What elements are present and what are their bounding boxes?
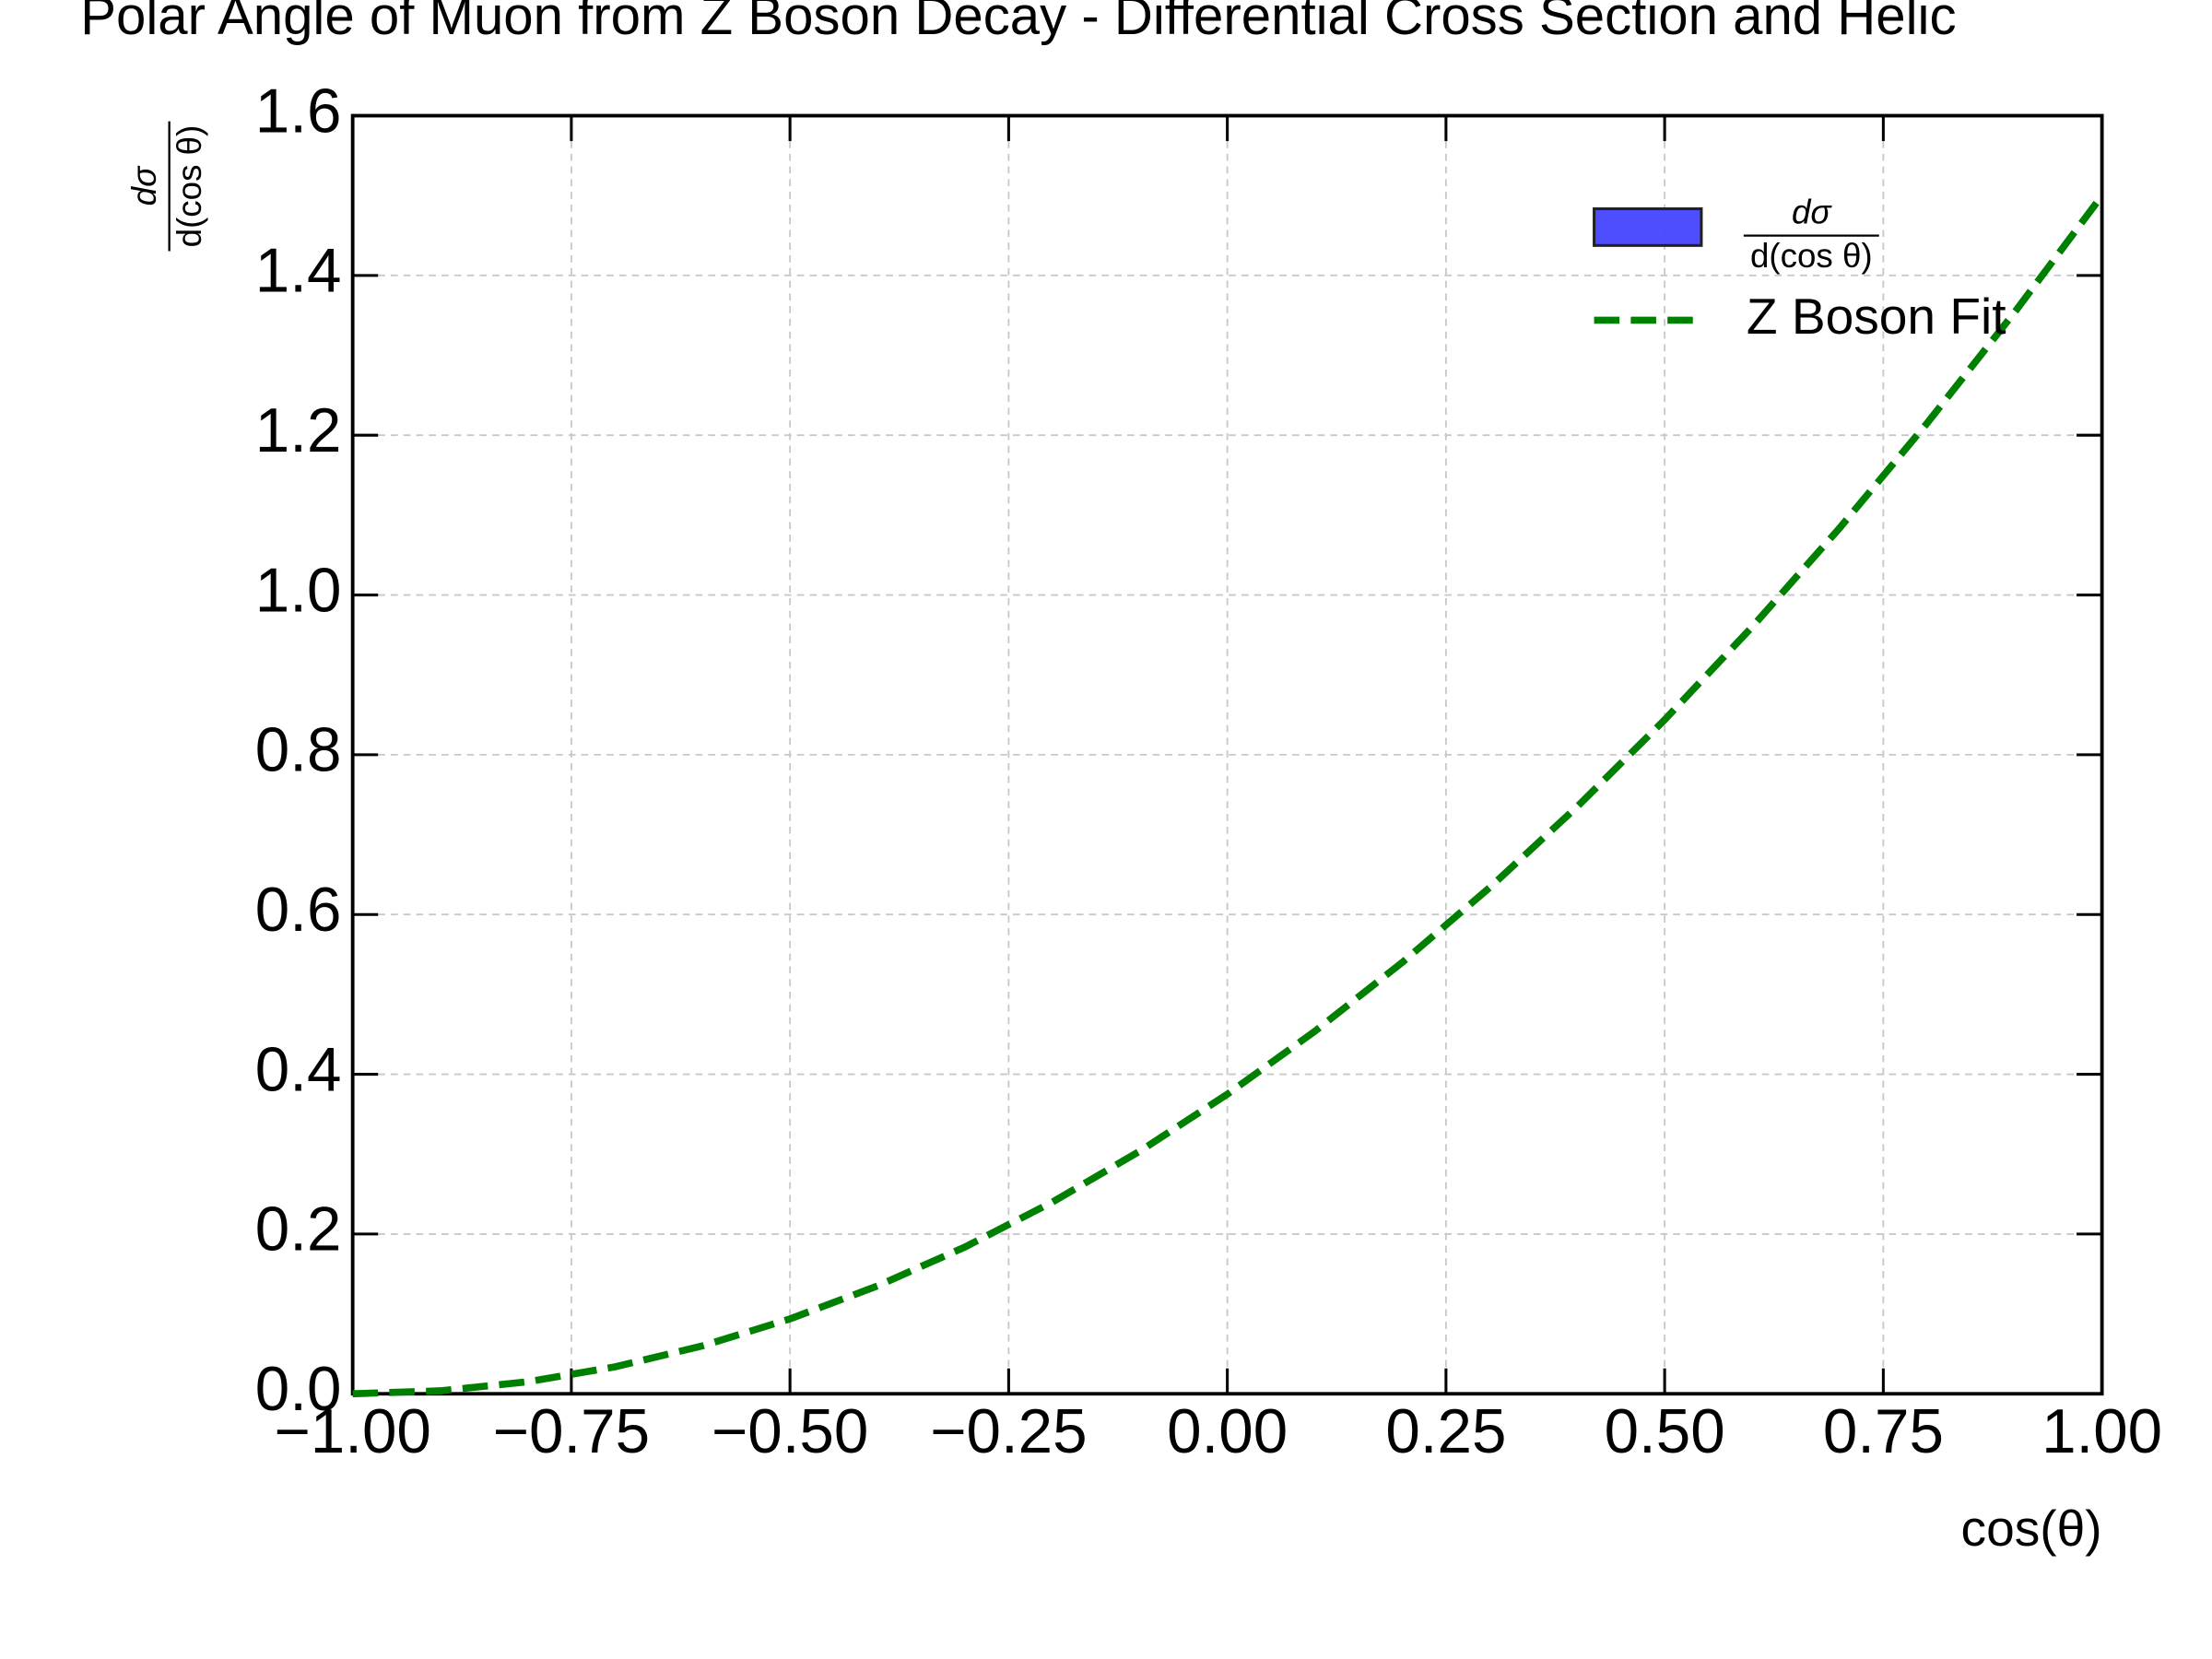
x-tick-label: −1.00 <box>274 1397 430 1466</box>
x-tick-label: 0.75 <box>1823 1397 1944 1466</box>
x-tick-label: 0.25 <box>1385 1397 1506 1466</box>
legend-label: Z Boson Fit <box>1747 288 2006 345</box>
fit-line <box>352 193 2105 1398</box>
x-tick-label: 0.50 <box>1605 1397 1725 1466</box>
x-tick-label: −0.75 <box>493 1397 650 1466</box>
y-tick-label: 1.6 <box>255 76 342 146</box>
x-tick-label: 1.00 <box>2041 1397 2162 1466</box>
y-tick-label: 0.0 <box>255 1355 342 1424</box>
y-tick-label: 0.6 <box>255 876 342 945</box>
y-label-denominator: d(cos θ) <box>171 125 208 248</box>
y-tick-label: 0.4 <box>255 1035 342 1104</box>
x-tick-label: 0.00 <box>1167 1397 1288 1466</box>
x-tick-label: −0.25 <box>930 1397 1087 1466</box>
plot-frame <box>350 113 2104 1396</box>
legend: dσ d(cos θ) Z Boson Fit <box>1593 193 2006 345</box>
legend-numerator: dσ <box>1792 193 1832 230</box>
chart-title: Polar Angle of Muon from Z Boson Decay -… <box>80 0 1956 46</box>
y-label-numerator: dσ <box>125 165 163 206</box>
legend-denominator: d(cos θ) <box>1750 237 1873 275</box>
y-tick-label: 1.4 <box>255 237 342 306</box>
y-tick-label: 0.2 <box>255 1195 342 1265</box>
y-tick-label: 1.2 <box>255 396 342 465</box>
legend-swatch <box>1593 207 1703 247</box>
y-tick-label: 0.8 <box>255 716 342 785</box>
y-axis-label: dσ d(cos θ) <box>125 121 208 252</box>
x-tick-label: −0.50 <box>712 1397 868 1466</box>
x-axis-label: cos(θ) <box>1961 1500 2102 1557</box>
y-tick-label: 1.0 <box>255 556 342 625</box>
